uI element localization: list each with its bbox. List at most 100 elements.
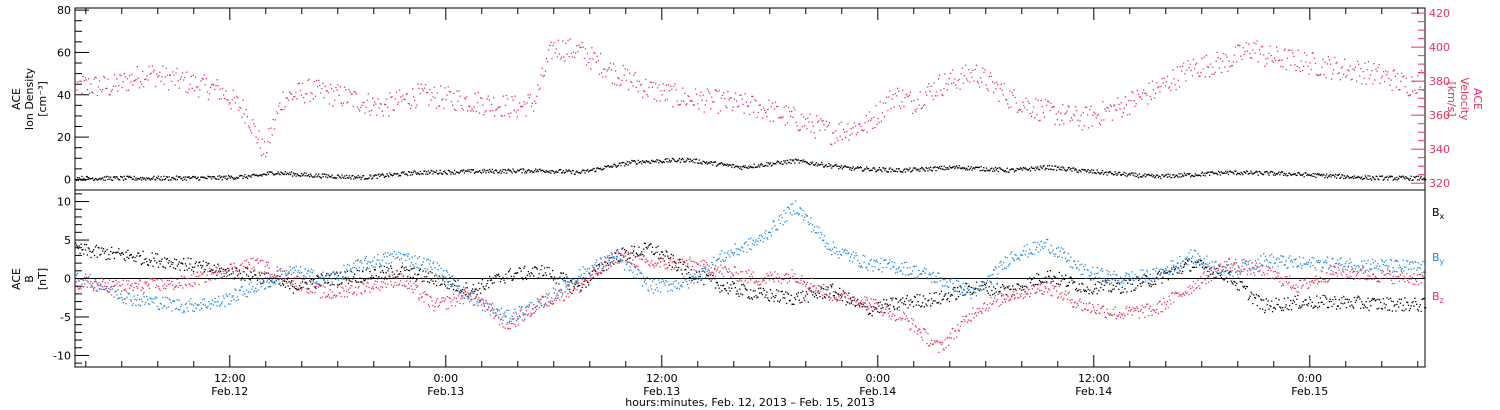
bx-point bbox=[1413, 305, 1415, 307]
velocity-point bbox=[1226, 56, 1228, 58]
bx-point bbox=[468, 293, 470, 295]
velocity-point bbox=[821, 120, 823, 122]
density-point bbox=[1043, 165, 1045, 167]
bx-point bbox=[537, 277, 539, 279]
velocity-point bbox=[974, 68, 976, 71]
bx-point bbox=[406, 269, 408, 271]
by-point bbox=[78, 280, 80, 282]
bx-point bbox=[711, 278, 713, 280]
by-point bbox=[90, 280, 92, 283]
bx-point bbox=[1187, 260, 1189, 262]
bx-point bbox=[812, 294, 814, 296]
density-point bbox=[157, 175, 160, 177]
density-point bbox=[1046, 167, 1048, 170]
bx-point bbox=[435, 284, 438, 287]
density-point bbox=[1410, 175, 1412, 177]
bx-point bbox=[849, 297, 852, 299]
density-point bbox=[812, 161, 814, 163]
bx-point bbox=[568, 284, 570, 286]
bx-point bbox=[880, 307, 882, 310]
velocity-point bbox=[1219, 58, 1222, 60]
velocity-point bbox=[295, 91, 297, 94]
by-point bbox=[419, 267, 421, 270]
bx-point bbox=[1073, 281, 1075, 283]
bx-point bbox=[1012, 288, 1015, 290]
bx-point bbox=[814, 292, 817, 295]
density-point bbox=[478, 170, 480, 173]
by-point bbox=[524, 313, 526, 315]
velocity-point bbox=[585, 64, 588, 66]
density-point bbox=[461, 169, 463, 172]
velocity-point bbox=[619, 84, 621, 87]
bx-point bbox=[583, 280, 585, 282]
velocity-point bbox=[655, 83, 657, 85]
density-point bbox=[1261, 173, 1263, 175]
bx-point bbox=[1228, 271, 1231, 273]
density-point bbox=[1108, 172, 1110, 174]
velocity-point bbox=[1025, 97, 1027, 99]
density-point bbox=[912, 169, 914, 171]
bx-point bbox=[1362, 303, 1364, 305]
bx-point bbox=[971, 293, 973, 295]
density-point bbox=[842, 166, 844, 168]
bx-point bbox=[163, 266, 165, 268]
bx-point bbox=[781, 290, 783, 292]
velocity-point bbox=[1292, 52, 1294, 54]
velocity-point bbox=[1200, 71, 1202, 74]
bx-point bbox=[147, 264, 150, 266]
velocity-axis-label-line1: ACE bbox=[1471, 88, 1484, 110]
density-point bbox=[378, 173, 380, 175]
bx-point bbox=[1152, 277, 1154, 280]
bx-point bbox=[572, 289, 574, 291]
velocity-point bbox=[818, 120, 820, 122]
bx-point bbox=[852, 296, 854, 298]
bx-point bbox=[1283, 297, 1285, 300]
velocity-point bbox=[861, 129, 863, 131]
by-point bbox=[416, 266, 418, 268]
by-point bbox=[263, 282, 265, 284]
by-point bbox=[155, 296, 157, 298]
by-point bbox=[204, 304, 206, 306]
velocity-point bbox=[1243, 53, 1245, 55]
velocity-point bbox=[854, 125, 857, 127]
by-point bbox=[407, 255, 409, 257]
by-point bbox=[332, 271, 334, 273]
density-point bbox=[390, 174, 393, 176]
velocity-point bbox=[277, 112, 279, 115]
density-point bbox=[187, 176, 189, 179]
bx-point bbox=[1309, 298, 1312, 301]
by-point bbox=[620, 259, 622, 261]
bx-point bbox=[948, 300, 951, 303]
bx-point bbox=[380, 271, 382, 273]
by-point bbox=[486, 302, 488, 304]
velocity-point bbox=[744, 93, 746, 95]
density-point bbox=[664, 158, 666, 161]
velocity-point bbox=[1404, 86, 1406, 88]
by-point bbox=[412, 264, 414, 266]
by-point bbox=[131, 304, 133, 306]
density-point bbox=[870, 169, 872, 172]
velocity-point bbox=[254, 125, 256, 127]
velocity-point bbox=[554, 52, 556, 54]
bx-point bbox=[1408, 309, 1411, 312]
density-point bbox=[435, 171, 437, 173]
by-point bbox=[544, 295, 547, 298]
bx-point bbox=[450, 283, 452, 286]
velocity-point bbox=[84, 77, 86, 79]
bx-point bbox=[1218, 273, 1220, 275]
bx-point bbox=[464, 294, 466, 296]
velocity-point bbox=[547, 61, 549, 63]
density-point bbox=[1298, 171, 1300, 174]
bx-point bbox=[399, 273, 401, 275]
velocity-point bbox=[1359, 75, 1361, 77]
bx-point bbox=[589, 279, 592, 281]
bx-point bbox=[400, 266, 403, 269]
density-point bbox=[913, 167, 916, 169]
velocity-point bbox=[991, 81, 994, 83]
bx-point bbox=[461, 290, 463, 293]
velocity-point bbox=[1166, 75, 1169, 78]
bx-point bbox=[519, 267, 521, 270]
density-point bbox=[323, 173, 325, 175]
velocity-point bbox=[138, 87, 140, 89]
bx-point bbox=[489, 279, 492, 282]
